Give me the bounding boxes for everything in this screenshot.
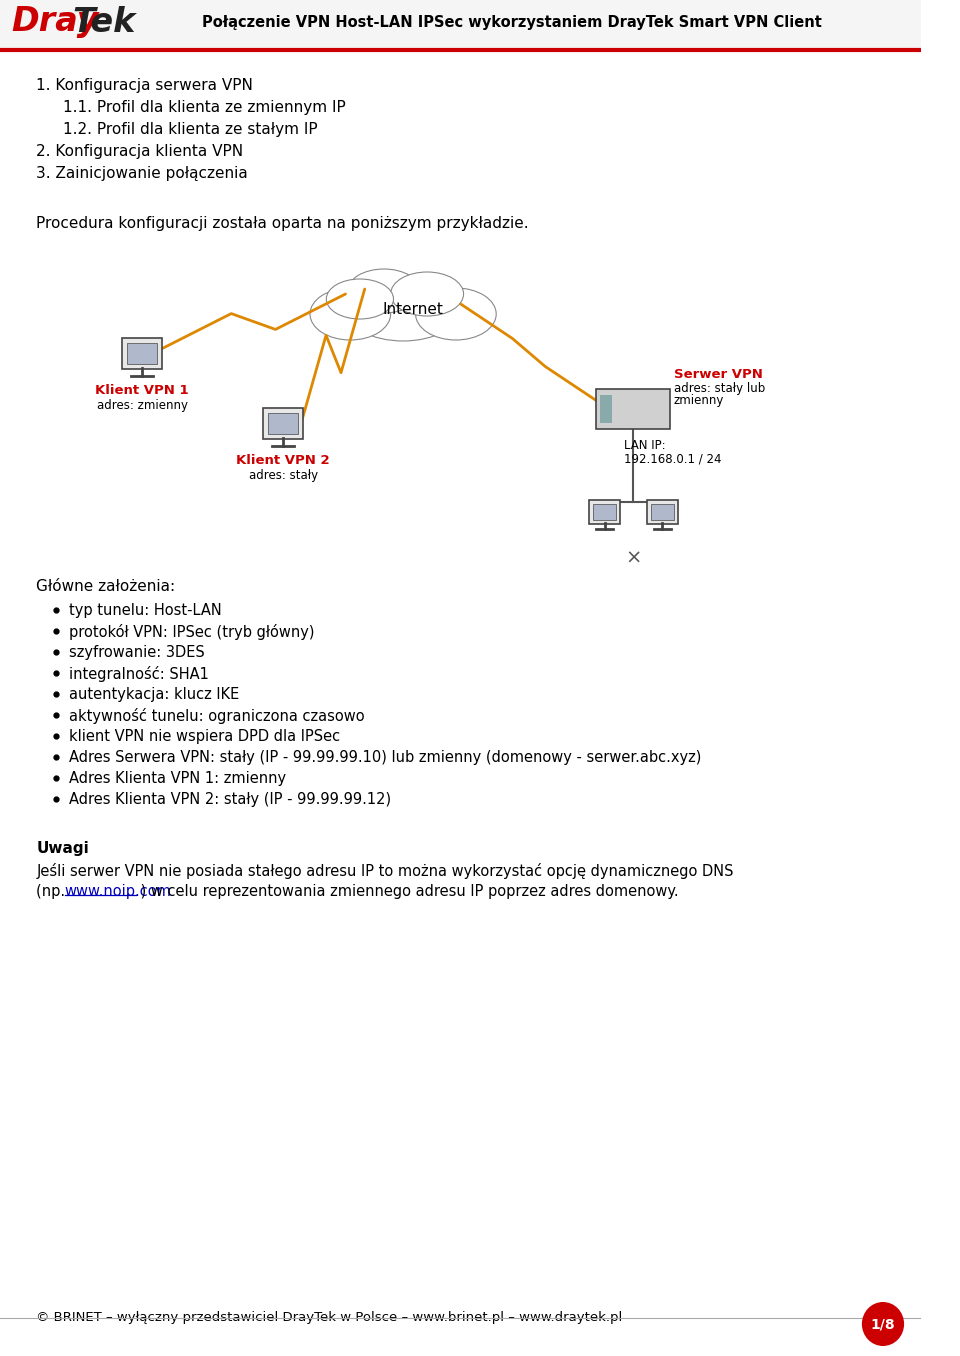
Text: 1. Konfiguracja serwera VPN: 1. Konfiguracja serwera VPN [36,79,253,94]
Text: 1/8: 1/8 [871,1317,896,1332]
Text: Procedura konfiguracji została oparta na poniższym przykładzie.: Procedura konfiguracji została oparta na… [36,216,529,231]
Text: ×: × [625,549,641,568]
Text: © BRINET – wyłączny przedstawiciel DrayTek w Polsce – www.brinet.pl – www.drayte: © BRINET – wyłączny przedstawiciel DrayT… [36,1311,623,1323]
Ellipse shape [310,287,391,340]
Text: Uwagi: Uwagi [36,841,89,856]
Text: szyfrowanie: 3DES: szyfrowanie: 3DES [69,645,204,660]
Circle shape [862,1302,904,1347]
Text: LAN IP:: LAN IP: [624,439,665,452]
FancyBboxPatch shape [263,408,302,439]
Text: adres: stały lub: adres: stały lub [674,382,765,395]
Text: Tek: Tek [72,5,135,38]
Text: integralność: SHA1: integralność: SHA1 [69,666,209,682]
Text: www.noip.com: www.noip.com [64,884,172,899]
Text: 3. Zainicjowanie połączenia: 3. Zainicjowanie połączenia [36,165,249,180]
Text: Jeśli serwer VPN nie posiada stałego adresu IP to można wykorzystać opcję dynami: Jeśli serwer VPN nie posiada stałego adr… [36,862,734,879]
Text: aktywność tunelu: ograniczona czasowo: aktywność tunelu: ograniczona czasowo [69,708,365,724]
Text: Połączenie VPN Host-LAN IPSec wykorzystaniem DrayTek Smart VPN Client: Połączenie VPN Host-LAN IPSec wykorzysta… [202,15,822,30]
Text: klient VPN nie wspiera DPD dla IPSec: klient VPN nie wspiera DPD dla IPSec [69,730,340,744]
Text: zmienny: zmienny [674,395,724,407]
FancyBboxPatch shape [122,338,161,369]
Ellipse shape [416,287,496,340]
Text: Serwer VPN: Serwer VPN [674,367,762,381]
Text: typ tunelu: Host-LAN: typ tunelu: Host-LAN [69,603,222,618]
Text: Adres Klienta VPN 1: zmienny: Adres Klienta VPN 1: zmienny [69,772,286,786]
Text: adres: stały: adres: stały [249,469,318,481]
FancyBboxPatch shape [600,395,612,423]
Ellipse shape [391,273,464,316]
FancyBboxPatch shape [589,500,620,523]
Text: Klient VPN 2: Klient VPN 2 [236,454,330,466]
Ellipse shape [346,277,461,340]
FancyBboxPatch shape [593,504,616,521]
Text: Główne założenia:: Główne założenia: [36,579,176,594]
Text: 192.168.0.1 / 24: 192.168.0.1 / 24 [624,453,721,466]
Text: Adres Serwera VPN: stały (IP - 99.99.99.10) lub zmienny (domenowy - serwer.abc.x: Adres Serwera VPN: stały (IP - 99.99.99.… [69,750,702,765]
Text: Dray: Dray [12,5,99,38]
Ellipse shape [326,279,394,319]
FancyBboxPatch shape [651,504,674,521]
Text: autentykacja: klucz IKE: autentykacja: klucz IKE [69,687,239,702]
Text: 2. Konfiguracja klienta VPN: 2. Konfiguracja klienta VPN [36,144,244,159]
Text: ) w celu reprezentowania zmiennego adresu IP poprzez adres domenowy.: ) w celu reprezentowania zmiennego adres… [136,884,679,899]
Text: protokół VPN: IPSec (tryb główny): protokół VPN: IPSec (tryb główny) [69,624,315,640]
Text: 1.1. Profil dla klienta ze zmiennym IP: 1.1. Profil dla klienta ze zmiennym IP [63,100,347,115]
Text: Klient VPN 1: Klient VPN 1 [95,384,189,397]
FancyBboxPatch shape [127,343,157,365]
Text: (np.: (np. [36,884,70,899]
FancyBboxPatch shape [596,389,670,428]
Ellipse shape [348,268,420,313]
FancyBboxPatch shape [268,414,299,434]
Text: 1.2. Profil dla klienta ze stałym IP: 1.2. Profil dla klienta ze stałym IP [63,122,318,137]
FancyBboxPatch shape [647,500,678,523]
Text: Internet: Internet [382,301,444,316]
Text: adres: zmienny: adres: zmienny [97,399,187,412]
Text: Adres Klienta VPN 2: stały (IP - 99.99.99.12): Adres Klienta VPN 2: stały (IP - 99.99.9… [69,792,392,807]
FancyBboxPatch shape [0,0,922,50]
